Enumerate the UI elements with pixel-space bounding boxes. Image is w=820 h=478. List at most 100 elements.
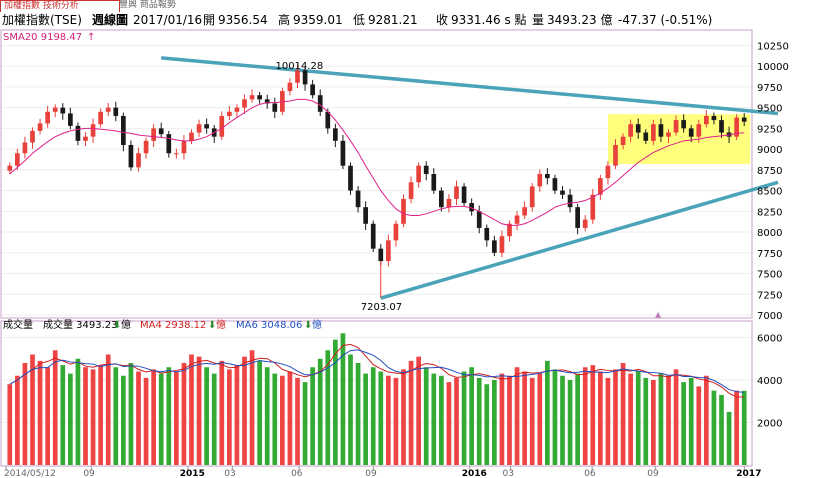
candle-body <box>295 70 300 83</box>
volume-bar <box>37 360 43 465</box>
candle-body <box>158 128 164 135</box>
candle-body <box>15 153 20 166</box>
volume-bar <box>158 373 164 465</box>
volume-bar <box>136 371 141 465</box>
volume-bar <box>514 367 520 465</box>
volume-bar <box>567 380 573 465</box>
volume-bar <box>151 369 156 465</box>
candle-body <box>499 236 505 253</box>
candle-body <box>189 132 194 141</box>
volume-bar <box>302 382 308 465</box>
candle-body <box>370 223 376 249</box>
candle-body <box>302 70 308 85</box>
volume-bar <box>249 350 255 465</box>
candle-body <box>113 107 119 116</box>
volume-bar <box>340 333 346 465</box>
volume-bar <box>605 377 611 465</box>
volume-bar <box>98 365 103 465</box>
candle-body <box>545 174 550 179</box>
candle-body <box>673 120 679 133</box>
price-tick-label: 9750 <box>757 83 782 94</box>
tab-bar: 加權指數 技術分析 豐興 商品報勢 <box>0 0 820 13</box>
volume-bar <box>560 375 565 465</box>
candle-body <box>7 165 13 171</box>
candle-body <box>325 111 331 129</box>
volume-bar <box>264 367 270 465</box>
ma4-down-arrow-icon: ⬇ <box>208 320 216 331</box>
close-value: 9331.46 s 點 <box>451 13 527 27</box>
candle-body <box>181 140 187 154</box>
volume-bar <box>325 350 331 465</box>
candle-body <box>658 124 664 137</box>
volume-bar <box>348 354 353 465</box>
volume-bar <box>719 394 724 465</box>
low-annotation: 7203.07 <box>361 302 402 313</box>
volume-bar <box>590 365 596 465</box>
volume-bar <box>386 375 391 465</box>
x-tick-label: 06 <box>584 469 596 478</box>
volume-bar <box>439 375 444 465</box>
price-tick-label: 8750 <box>757 166 782 177</box>
candle-body <box>68 113 73 126</box>
volume-down-arrow-icon: ⬇ <box>113 320 121 331</box>
candle-body <box>166 134 172 154</box>
volume-bar <box>741 390 747 465</box>
volume-bar <box>75 358 81 465</box>
volume-bar <box>211 373 217 465</box>
candle-body <box>476 211 482 228</box>
price-tick-label: 8500 <box>757 187 782 198</box>
volume-bar <box>30 354 35 465</box>
volume-bar <box>666 375 671 465</box>
quote-header: 加權指數(TSE) 週線圖 2017/01/16 開 9356.54 高 935… <box>0 12 820 29</box>
price-tick-label: 9000 <box>757 145 782 156</box>
volume-bar <box>681 382 686 465</box>
volume-bar <box>431 373 437 465</box>
candle-body <box>688 128 694 137</box>
volume-bar <box>113 367 119 465</box>
candle-body <box>446 198 452 208</box>
tab-quotes[interactable]: 豐興 商品報勢 <box>119 0 176 10</box>
candle-body <box>461 186 467 204</box>
volume-bar <box>726 411 732 465</box>
volume-bar <box>545 360 550 465</box>
volume-bar <box>257 360 262 465</box>
price-tick-label: 7750 <box>757 249 782 260</box>
volume-bar <box>461 371 467 465</box>
volume-bar <box>416 356 421 465</box>
volume-tick-label: 6000 <box>757 334 782 345</box>
candle-body <box>242 99 247 108</box>
candle-body <box>249 95 255 100</box>
candle-body <box>560 190 565 195</box>
price-grid <box>2 44 751 316</box>
candle-body <box>98 111 103 125</box>
volume-ma6-line <box>9 349 745 393</box>
candle-body <box>204 124 209 129</box>
sma-legend: SMA20 9198.47 <box>3 32 82 43</box>
volume-bar <box>363 373 368 465</box>
x-tick-label: 06 <box>291 469 303 478</box>
volume-bar <box>658 373 664 465</box>
candle-body <box>264 99 270 104</box>
candle-body <box>575 207 580 228</box>
volume-bar <box>143 377 149 465</box>
change-value: -47.37 (-0.51%) <box>618 13 713 27</box>
candle-body <box>310 84 315 96</box>
candle-body <box>666 132 671 137</box>
candle-body <box>711 115 717 121</box>
candle-body <box>317 95 323 112</box>
candle-body <box>378 248 384 262</box>
candle-body <box>431 174 437 191</box>
candle-body <box>287 82 293 92</box>
volume-bar <box>60 365 66 465</box>
candle-body <box>105 107 111 112</box>
open-label: 開 <box>203 13 216 27</box>
x-tick-label: 09 <box>647 469 659 478</box>
candle-body <box>529 186 535 208</box>
high-label: 高 <box>278 13 291 27</box>
candle-body <box>704 115 709 125</box>
ma6-down-arrow-icon: ⬇ <box>304 320 312 331</box>
scroll-marker-icon[interactable]: ▲ <box>655 310 662 319</box>
candle-body <box>348 165 353 191</box>
volume-bar <box>469 367 474 465</box>
candle-body <box>598 178 603 195</box>
